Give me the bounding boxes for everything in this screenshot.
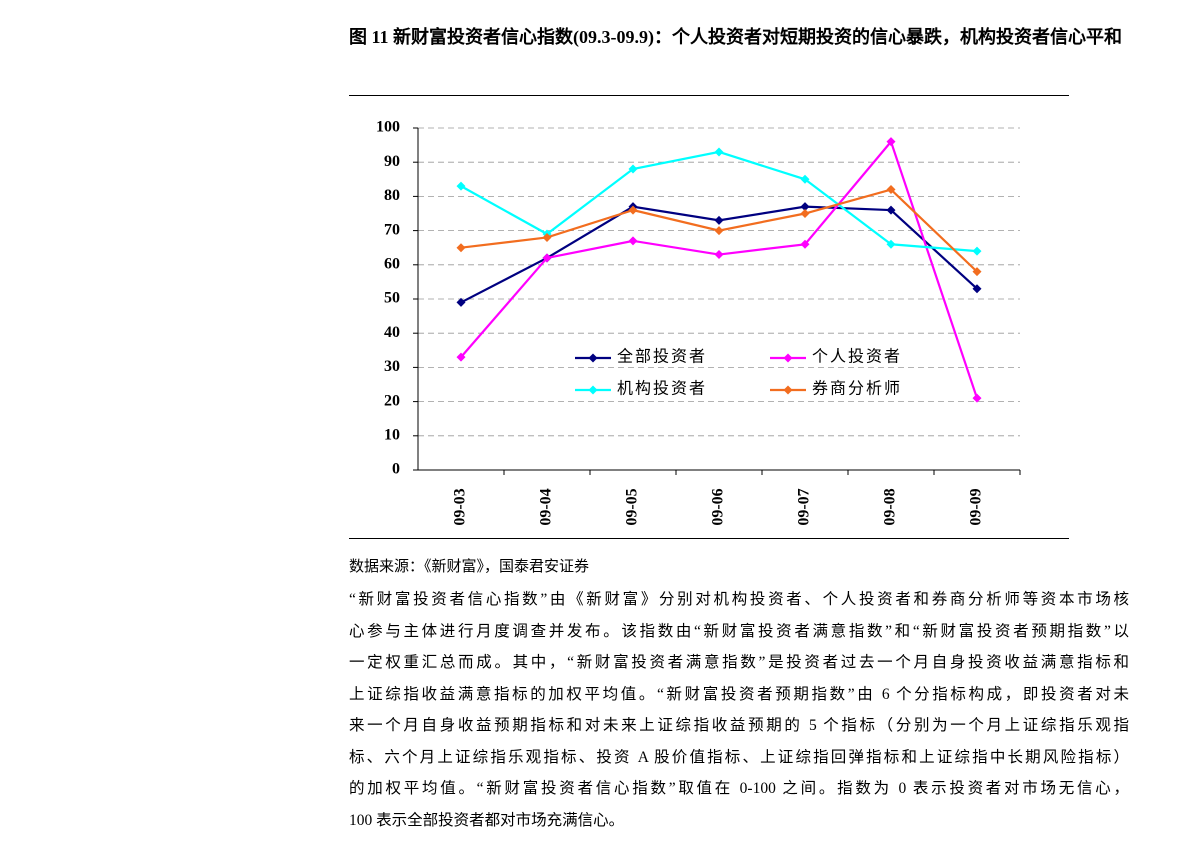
paragraph-line: 标、六个月上证综指乐观指标、投资 A 股价值指标、上证综指回弹指标和上证综指中长…: [349, 748, 1129, 766]
source-note: 数据来源：《新财富》，国泰君安证券: [349, 559, 590, 575]
paragraph-line: “新财富投资者信心指数”由《新财富》分别对机构投资者、个人投资者和券商分析师等资…: [349, 591, 1129, 608]
point: [456, 243, 466, 253]
y-tick-label: 20: [384, 392, 400, 409]
point: [628, 164, 638, 174]
point: [628, 236, 638, 246]
legend-marker: [783, 385, 793, 395]
y-tick-label: 30: [384, 358, 400, 375]
legend-marker: [588, 353, 598, 363]
y-tick-label: 70: [384, 221, 400, 238]
paragraph-line: 一定权重汇总而成。其中，“新财富投资者满意指数”是投资者过去一个月自身投资收益满…: [349, 654, 1129, 671]
rule: [349, 95, 1069, 96]
legend-label: 个人投资者: [812, 348, 902, 366]
x-tick-label: 09-08: [882, 488, 899, 525]
y-tick-label: 60: [384, 255, 400, 272]
y-tick-label: 40: [384, 324, 400, 341]
legend-label: 机构投资者: [617, 380, 707, 398]
paragraph: “新财富投资者信心指数”由《新财富》分别对机构投资者、个人投资者和券商分析师等资…: [349, 584, 1129, 836]
point: [542, 232, 552, 242]
y-tick-label: 100: [376, 119, 400, 136]
y-tick-label: 50: [384, 290, 400, 307]
legend-label: 全部投资者: [617, 348, 707, 366]
point: [972, 246, 982, 256]
legend-marker: [783, 353, 793, 363]
point: [800, 239, 810, 249]
point: [800, 202, 810, 212]
point: [886, 137, 896, 147]
paragraph-line: 来一个月自身收益预期指标和对未来上证综指收益预期的 5 个指标（分别为一个月上证…: [349, 717, 1129, 734]
rule: [349, 538, 1069, 539]
y-tick-label: 90: [384, 153, 400, 170]
point: [456, 297, 466, 307]
figure-title: 图 11 新财富投资者信心指数(09.3-09.9)：个人投资者对短期投资的信心…: [349, 27, 1122, 47]
paragraph-line: 心参与主体进行月度调查并发布。该指数由“新财富投资者满意指数”和“新财富投资者预…: [349, 622, 1129, 640]
point: [628, 205, 638, 215]
y-tick-label: 80: [384, 187, 400, 204]
point: [972, 284, 982, 294]
point: [456, 181, 466, 191]
paragraph-line: 上证综指收益满意指标的加权平均值。“新财富投资者预期指数”由 6 个分指标构成，…: [349, 685, 1129, 703]
point: [714, 226, 724, 236]
point: [800, 174, 810, 184]
paragraph-line: 100 表示全部投资者都对市场充满信心。: [349, 811, 625, 829]
x-tick-label: 09-03: [452, 488, 469, 525]
y-tick-label: 0: [392, 461, 400, 478]
x-tick-label: 09-09: [968, 488, 985, 525]
chart: 0 10 20 30 40 50 60 70 80 90 100 09-03 09-04 09-05 09-…: [376, 119, 1021, 526]
point: [972, 267, 982, 277]
legend-marker: [588, 385, 598, 395]
paragraph-line: 的加权平均值。“新财富投资者信心指数”取值在 0-100 之间。指数为 0 表示…: [349, 780, 1129, 797]
point: [714, 215, 724, 225]
point: [886, 205, 896, 215]
point: [886, 239, 896, 249]
x-tick-label: 09-04: [538, 488, 555, 525]
point: [714, 147, 724, 157]
x-tick-label: 09-06: [710, 488, 727, 525]
x-tick-label: 09-05: [624, 488, 641, 525]
point: [456, 352, 466, 362]
point: [542, 253, 552, 263]
y-tick-label: 10: [384, 426, 400, 443]
point: [800, 209, 810, 218]
point: [886, 185, 896, 195]
point: [714, 250, 724, 260]
x-tick-label: 09-07: [796, 488, 813, 525]
point: [972, 393, 982, 403]
legend-label: 券商分析师: [812, 380, 902, 398]
